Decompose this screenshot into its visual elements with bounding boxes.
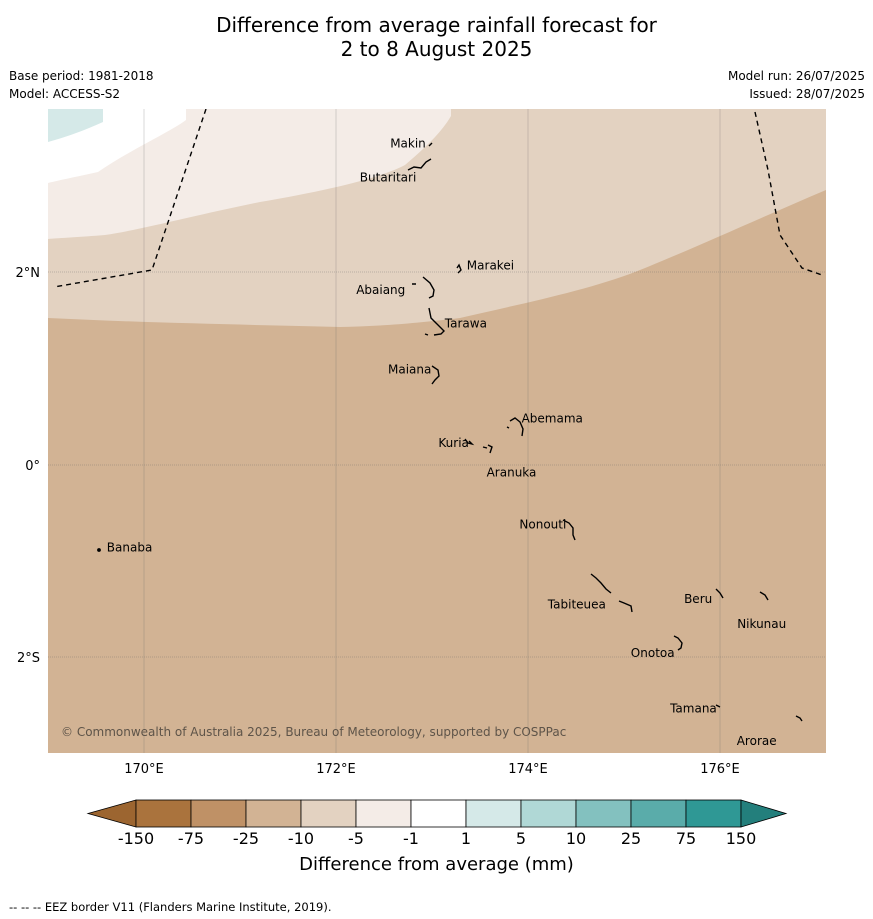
map-title-line2: 2 to 8 August 2025 xyxy=(340,37,533,61)
lon-tick-176: 176°E xyxy=(700,762,740,777)
place-label-maiana: Maiana xyxy=(388,363,431,377)
colorbar-low-extend xyxy=(86,799,137,828)
colorbar-tick-label: 25 xyxy=(621,829,641,848)
abaiang-outline xyxy=(412,276,435,299)
place-label-nikunau: Nikunau xyxy=(737,617,786,631)
beru-outline xyxy=(715,588,724,599)
colorbar-tick-label: 10 xyxy=(566,829,586,848)
colorbar-high-extend xyxy=(740,799,788,828)
tabiteuea-outline xyxy=(590,573,633,613)
place-label-marakei: Marakei xyxy=(467,259,514,273)
place-label-makin: Makin xyxy=(390,137,426,151)
base-period: Base period: 1981-2018 xyxy=(9,69,154,83)
makin-outline xyxy=(428,142,433,147)
issued-date: Issued: 28/07/2025 xyxy=(749,87,865,101)
colorbar-segment-6 xyxy=(465,799,522,828)
place-label-aranuka: Aranuka xyxy=(487,466,537,480)
lon-tick-174: 174°E xyxy=(508,762,548,777)
colorbar: -150 -75 -25 -10 -5 -1 1 5 10 25 75 150 xyxy=(86,799,788,848)
lon-tick-170: 170°E xyxy=(124,762,164,777)
colorbar-tick-label: -5 xyxy=(348,829,364,848)
nonouti-outline xyxy=(562,519,576,541)
butaritari-outline xyxy=(407,158,432,171)
colorbar-segment-10 xyxy=(685,799,742,828)
zone-plus1-fill xyxy=(48,109,103,142)
colorbar-tick-label: -10 xyxy=(288,829,314,848)
colorbar-segment-0 xyxy=(135,799,192,828)
gridlines xyxy=(48,109,826,753)
place-label-beru: Beru xyxy=(684,592,712,606)
colorbar-segment-4 xyxy=(355,799,412,828)
colorbar-segment-3 xyxy=(300,799,357,828)
island-outlines xyxy=(97,142,803,722)
lat-tick-2n: 2°N xyxy=(16,266,41,281)
colorbar-tick-label: 1 xyxy=(461,829,471,848)
place-label-tamana: Tamana xyxy=(669,702,717,716)
eez-footnote: -- -- -- EEZ border V11 (Flanders Marine… xyxy=(9,900,332,914)
colorbar-tick-label: 75 xyxy=(676,829,696,848)
nikunau-outline xyxy=(759,591,769,601)
model-run-date: Model run: 26/07/2025 xyxy=(727,69,865,83)
eez-border xyxy=(53,109,823,288)
place-label-abemama: Abemama xyxy=(522,412,583,426)
axis-labels: 170°E 172°E 174°E 176°E 2°N 0° 2°S xyxy=(16,266,740,777)
tarawa-outline xyxy=(424,307,445,336)
colorbar-tick-label: -75 xyxy=(178,829,204,848)
place-label-butaritari: Butaritari xyxy=(360,171,417,185)
colorbar-segment-9 xyxy=(630,799,687,828)
kuria-outline xyxy=(464,438,475,446)
colorbar-segment-5 xyxy=(410,799,467,828)
onotoa-outline xyxy=(673,635,683,651)
aranuka-outline xyxy=(482,444,493,454)
place-label-abaiang: Abaiang xyxy=(356,283,405,297)
map-plot-area: Makin Butaritari Marakei Abaiang Tarawa Maian… xyxy=(48,109,826,753)
colorbar-tick-label: -25 xyxy=(233,829,259,848)
place-label-onotoa: Onotoa xyxy=(631,646,675,660)
colorbar-segment-1 xyxy=(190,799,247,828)
colorbar-tick-label: -1 xyxy=(403,829,419,848)
arorae-outline xyxy=(795,715,803,722)
colorbar-tick-label: 5 xyxy=(516,829,526,848)
maiana-outline xyxy=(431,365,440,385)
tamana-outline xyxy=(715,704,721,708)
place-label-banaba: Banaba xyxy=(107,541,153,555)
place-labels: Makin Butaritari Marakei Abaiang Tarawa Maian… xyxy=(107,137,786,748)
map-title-line1: Difference from average rainfall forecas… xyxy=(216,13,657,37)
colorbar-tick-label: 150 xyxy=(726,829,757,848)
marakei-outline xyxy=(456,263,462,274)
abemama-outline xyxy=(506,417,524,437)
place-label-tabiteuea: Tabiteuea xyxy=(547,598,606,612)
colorbar-segment-8 xyxy=(575,799,632,828)
place-label-tarawa: Tarawa xyxy=(444,316,487,330)
colorbar-title: Difference from average (mm) xyxy=(299,854,574,875)
lon-tick-172: 172°E xyxy=(316,762,356,777)
place-label-arorae: Arorae xyxy=(737,734,777,748)
lat-tick-2s: 2°S xyxy=(17,651,40,666)
place-label-nonouti: Nonouti xyxy=(519,518,566,532)
copyright-notice: © Commonwealth of Australia 2025, Bureau… xyxy=(61,725,566,739)
banaba-outline xyxy=(97,548,101,552)
colorbar-segment-2 xyxy=(245,799,302,828)
colorbar-segment-7 xyxy=(520,799,577,828)
colorbar-tick-label: -150 xyxy=(118,829,154,848)
place-label-kuria: Kuria xyxy=(438,436,469,450)
model-name: Model: ACCESS-S2 xyxy=(9,87,121,101)
lat-tick-0: 0° xyxy=(25,459,40,474)
